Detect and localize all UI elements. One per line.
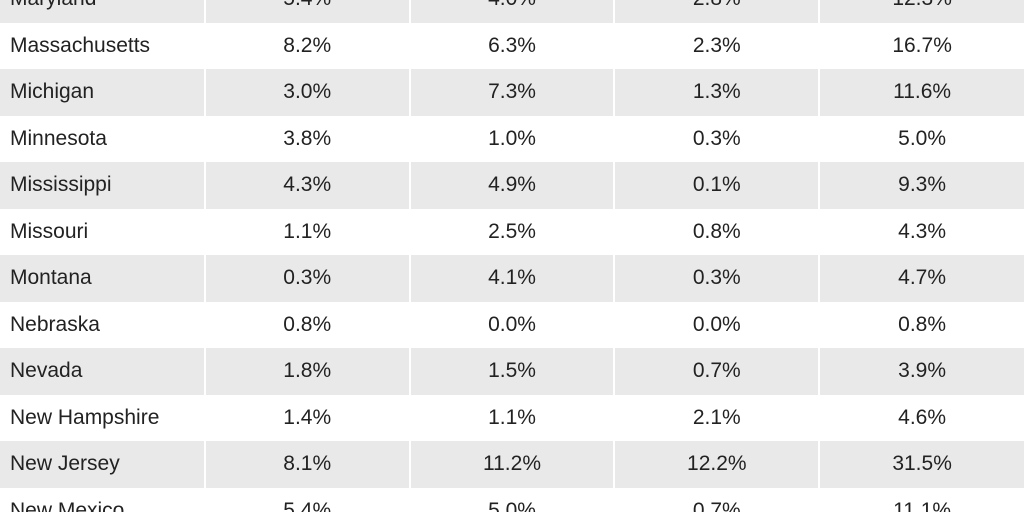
table-row: Minnesota 3.8% 1.0% 0.3% 5.0%	[0, 115, 1024, 162]
state-name-cell: Mississippi	[0, 162, 204, 209]
value-cell: 7.3%	[408, 69, 614, 116]
table-row: New Hampshire 1.4% 1.1% 2.1% 4.6%	[0, 394, 1024, 441]
state-name-cell: Maryland	[0, 0, 204, 23]
value-cell: 0.3%	[613, 255, 819, 302]
value-cell: 31.5%	[818, 441, 1024, 488]
value-cell: 1.0%	[408, 115, 614, 162]
value-cell: 4.1%	[408, 255, 614, 302]
state-name-cell: New Mexico	[0, 487, 204, 512]
value-cell: 9.3%	[818, 162, 1024, 209]
value-cell: 8.1%	[203, 441, 409, 488]
value-cell: 0.8%	[613, 208, 819, 255]
table-row: Mississippi 4.3% 4.9% 0.1% 9.3%	[0, 162, 1024, 209]
state-name-cell: Nebraska	[0, 301, 204, 348]
state-name-cell: New Jersey	[0, 441, 204, 488]
value-cell: 5.0%	[818, 115, 1024, 162]
value-cell: 5.4%	[203, 487, 409, 512]
value-cell: 1.3%	[613, 69, 819, 116]
value-cell: 11.6%	[818, 69, 1024, 116]
value-cell: 0.7%	[613, 487, 819, 512]
table-row: Montana 0.3% 4.1% 0.3% 4.7%	[0, 255, 1024, 302]
value-cell: 11.2%	[408, 441, 614, 488]
value-cell: 8.2%	[203, 22, 409, 69]
value-cell: 5.4%	[203, 0, 409, 23]
table-row: Massachusetts 8.2% 6.3% 2.3% 16.7%	[0, 22, 1024, 69]
value-cell: 1.4%	[203, 394, 409, 441]
table-row: New Mexico 5.4% 5.0% 0.7% 11.1%	[0, 487, 1024, 512]
table-row: New Jersey 8.1% 11.2% 12.2% 31.5%	[0, 441, 1024, 488]
value-cell: 3.9%	[818, 348, 1024, 395]
value-cell: 4.3%	[203, 162, 409, 209]
value-cell: 2.1%	[613, 394, 819, 441]
value-cell: 0.3%	[613, 115, 819, 162]
value-cell: 0.0%	[408, 301, 614, 348]
state-name-cell: Nevada	[0, 348, 204, 395]
value-cell: 11.1%	[818, 487, 1024, 512]
value-cell: 0.7%	[613, 348, 819, 395]
table-row: Maryland 5.4% 4.0% 2.8% 12.3%	[0, 0, 1024, 23]
table-row: Nevada 1.8% 1.5% 0.7% 3.9%	[0, 348, 1024, 395]
value-cell: 6.3%	[408, 22, 614, 69]
value-cell: 2.8%	[613, 0, 819, 23]
value-cell: 4.7%	[818, 255, 1024, 302]
value-cell: 12.3%	[818, 0, 1024, 23]
value-cell: 2.5%	[408, 208, 614, 255]
value-cell: 1.1%	[408, 394, 614, 441]
value-cell: 0.3%	[203, 255, 409, 302]
value-cell: 0.0%	[613, 301, 819, 348]
state-name-cell: Michigan	[0, 69, 204, 116]
state-name-cell: Minnesota	[0, 115, 204, 162]
state-name-cell: Missouri	[0, 208, 204, 255]
value-cell: 5.0%	[408, 487, 614, 512]
value-cell: 0.8%	[203, 301, 409, 348]
table-row: Michigan 3.0% 7.3% 1.3% 11.6%	[0, 69, 1024, 116]
value-cell: 0.1%	[613, 162, 819, 209]
value-cell: 4.3%	[818, 208, 1024, 255]
value-cell: 4.6%	[818, 394, 1024, 441]
state-name-cell: Massachusetts	[0, 22, 204, 69]
value-cell: 1.1%	[203, 208, 409, 255]
value-cell: 16.7%	[818, 22, 1024, 69]
value-cell: 4.0%	[408, 0, 614, 23]
value-cell: 2.3%	[613, 22, 819, 69]
value-cell: 4.9%	[408, 162, 614, 209]
value-cell: 1.8%	[203, 348, 409, 395]
value-cell: 0.8%	[818, 301, 1024, 348]
value-cell: 1.5%	[408, 348, 614, 395]
state-name-cell: Montana	[0, 255, 204, 302]
value-cell: 3.0%	[203, 69, 409, 116]
table-row: Nebraska 0.8% 0.0% 0.0% 0.8%	[0, 301, 1024, 348]
value-cell: 3.8%	[203, 115, 409, 162]
state-name-cell: New Hampshire	[0, 394, 204, 441]
table-row: Missouri 1.1% 2.5% 0.8% 4.3%	[0, 208, 1024, 255]
value-cell: 12.2%	[613, 441, 819, 488]
